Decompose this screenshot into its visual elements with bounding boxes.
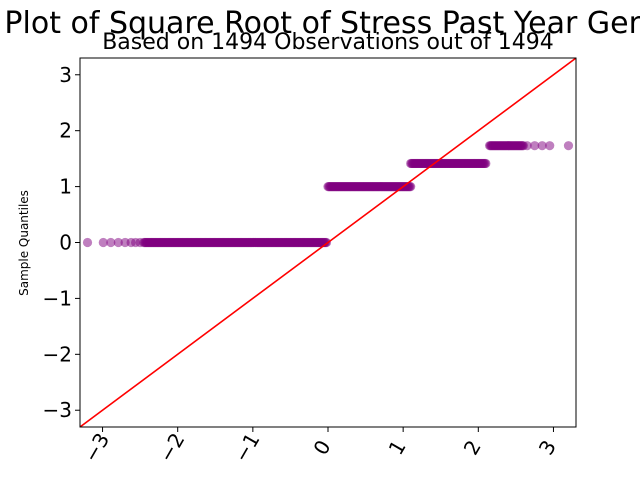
x-tick-label: 3 — [534, 436, 561, 459]
data-points — [82, 141, 574, 248]
reference-line — [80, 58, 576, 427]
y-tick-label: −3 — [43, 398, 72, 422]
x-tick-label: −1 — [229, 429, 265, 467]
x-tick-label: 1 — [384, 436, 411, 459]
data-point — [545, 141, 555, 151]
data-point — [563, 141, 574, 151]
y-tick-label: 2 — [59, 119, 72, 143]
y-tick-label: 1 — [59, 175, 72, 199]
y-tick-label: 0 — [59, 231, 72, 255]
data-point — [530, 141, 540, 151]
x-tick-label: 0 — [308, 436, 335, 459]
y-axis-label: Sample Quantiles — [17, 190, 31, 296]
x-tick-label: −2 — [154, 429, 190, 467]
data-point — [82, 237, 93, 248]
data-point — [481, 158, 491, 169]
y-tick-label: −2 — [43, 342, 72, 366]
data-point — [113, 237, 123, 248]
data-point — [98, 237, 108, 248]
y-tick-label: 3 — [59, 63, 72, 87]
plot-area: −3 −2 −1 0 1 2 3 −3 −2 −1 0 1 2 3 — [43, 57, 577, 467]
chart-title: Q-Q Plot of Square Root of Stress Past Y… — [0, 6, 640, 41]
x-tick-label: 2 — [459, 436, 486, 459]
y-tick-label: −1 — [43, 286, 72, 310]
x-tick-label: −3 — [79, 429, 115, 467]
data-point — [406, 181, 416, 192]
chart-subtitle: Based on 1494 Observations out of 1494 — [102, 30, 554, 55]
data-point — [537, 141, 547, 151]
data-point — [518, 141, 528, 151]
data-point — [106, 237, 116, 248]
